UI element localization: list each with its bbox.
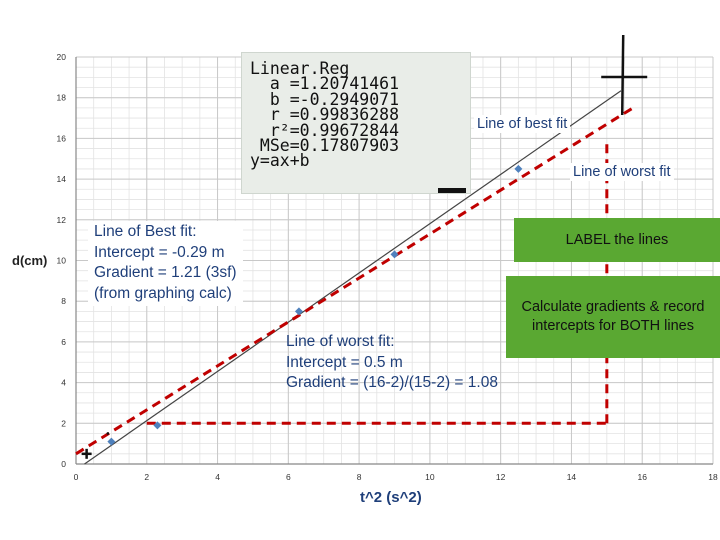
- y-tick-labels: 0 2 4 6 8 10 12 14 16 18 20: [57, 52, 67, 469]
- y-axis-label: d(cm): [12, 253, 48, 268]
- data-point: [107, 437, 116, 446]
- best-fit-note-line: Line of Best fit:: [94, 223, 197, 240]
- x-tick-label: 18: [708, 472, 718, 482]
- chart-axes: [75, 57, 713, 465]
- worst-fit-note-line: Gradient = (16-2)/(15-2) = 1.08: [286, 374, 498, 391]
- y-tick-label: 16: [57, 133, 67, 143]
- y-tick-label: 0: [61, 459, 66, 469]
- calculator-readout: Linear.Reg a =1.20741461 b =-0.2949071 r…: [250, 59, 400, 171]
- worst-fit-note-line: Line of worst fit:: [286, 333, 395, 350]
- calculator-tab: [438, 188, 466, 193]
- worst-fit-line-tag: Line of worst fit: [570, 163, 674, 181]
- best-fit-line: [84, 90, 622, 465]
- calculator-screenshot: Linear.Reg a =1.20741461 b =-0.2949071 r…: [242, 53, 470, 193]
- y-tick-label: 8: [61, 296, 66, 306]
- data-point: [153, 421, 162, 430]
- dot-mark: [106, 432, 110, 435]
- best-fit-note-line: Intercept = -0.29 m: [94, 243, 225, 261]
- label-lines-box: LABEL the lines: [514, 218, 720, 262]
- x-tick-label: 16: [637, 472, 647, 482]
- x-tick-label: 4: [215, 472, 220, 482]
- worst-fit-line: [75, 106, 635, 456]
- data-point: [514, 164, 523, 173]
- calculate-gradients-text: Calculate gradients & record intercepts …: [521, 299, 705, 334]
- best-fit-note-line: Gradient = 1.21 (3sf): [94, 264, 237, 281]
- y-tick-label: 10: [57, 256, 67, 266]
- x-tick-label: 12: [496, 472, 506, 482]
- best-fit-line-tag: Line of best fit: [474, 115, 571, 133]
- y-tick-label: 4: [61, 378, 66, 388]
- y-tick-label: 12: [57, 215, 67, 225]
- y-tick-label: 14: [57, 174, 67, 184]
- x-tick-labels: 0 2 4 6 8 10 12 14 16 18: [74, 472, 718, 482]
- y-tick-label: 2: [61, 418, 66, 428]
- label-lines-text: LABEL the lines: [565, 231, 669, 248]
- x-tick-label: 14: [567, 472, 577, 482]
- y-tick-label: 20: [57, 52, 67, 62]
- best-fit-note-line: (from graphing calc): [94, 284, 232, 302]
- fit-lines: [75, 90, 635, 465]
- hand-drawn-marks: [81, 34, 648, 459]
- data-point: [390, 250, 399, 259]
- data-point: [294, 307, 303, 316]
- data-points: [107, 164, 523, 446]
- x-tick-label: 0: [74, 472, 79, 482]
- x-axis-label: t^2 (s^2): [360, 489, 422, 506]
- worst-fit-note: Line of worst fit: Intercept = 0.5 m Gra…: [286, 332, 498, 394]
- y-tick-label: 6: [61, 337, 66, 347]
- y-tick-label: 18: [57, 93, 67, 103]
- x-tick-label: 2: [144, 472, 149, 482]
- x-tick-label: 10: [425, 472, 435, 482]
- end-cross-mark: [620, 34, 625, 116]
- x-tick-label: 8: [357, 472, 362, 482]
- calculate-gradients-box: Calculate gradients & record intercepts …: [506, 276, 720, 358]
- worst-fit-note-line: Intercept = 0.5 m: [286, 353, 403, 371]
- best-fit-note: Line of Best fit: Intercept = -0.29 m Gr…: [88, 221, 243, 306]
- x-tick-label: 6: [286, 472, 291, 482]
